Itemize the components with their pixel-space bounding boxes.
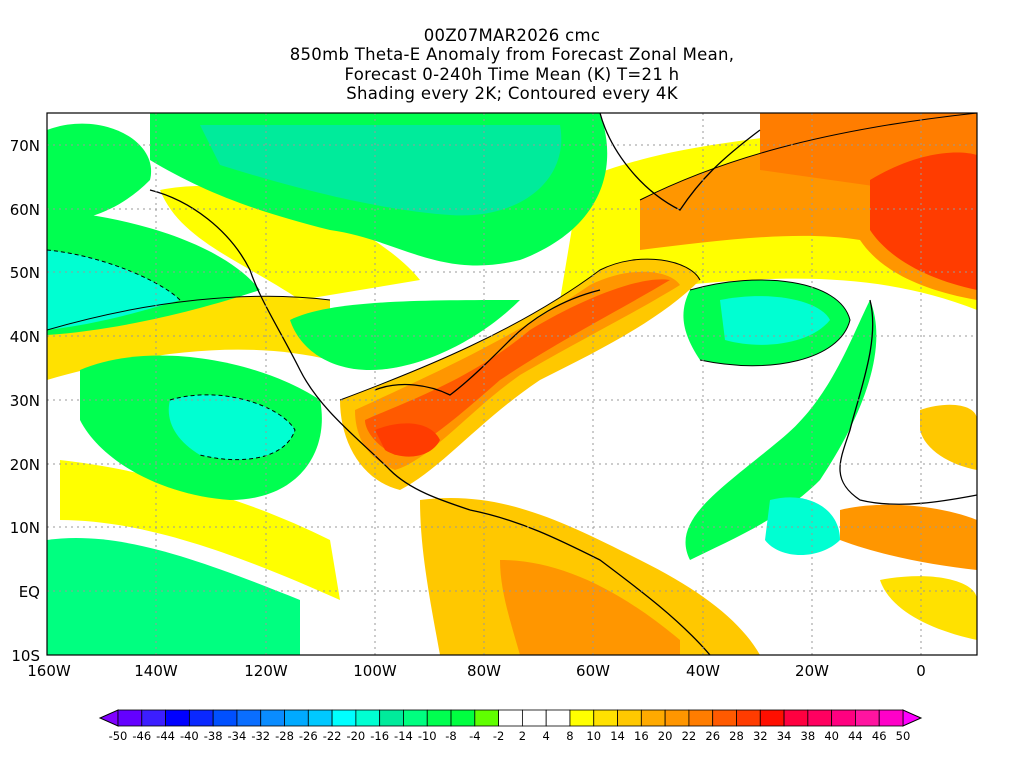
lat-label: 10N [10, 519, 40, 537]
colorbar-swatch [426, 709, 452, 727]
chart-title-date: 00Z07MAR2026 cmc [423, 26, 601, 45]
colorbar-high-arrow [902, 709, 923, 727]
colorbar-label: -26 [299, 729, 318, 743]
colorbar-label: -34 [228, 729, 247, 743]
colorbar-label: -2 [493, 729, 504, 743]
lon-label: 60W [576, 662, 610, 680]
colorbar-swatch [165, 709, 190, 727]
lon-label: 40W [686, 662, 720, 680]
colorbar-label: -14 [394, 729, 413, 743]
anomaly-shading [47, 113, 977, 655]
colorbar-label: 2 [519, 729, 526, 743]
colorbar-label: -8 [445, 729, 456, 743]
colorbar-swatch [664, 709, 690, 727]
coastlines [149, 113, 977, 655]
colorbar-swatch [831, 709, 856, 727]
colorbar-label: 34 [777, 729, 792, 743]
colorbar-label: -4 [469, 729, 480, 743]
colorbar-label: 20 [658, 729, 673, 743]
colorbar-swatch [379, 709, 404, 727]
colorbar-swatch [498, 709, 523, 727]
colorbar-swatch [260, 709, 285, 727]
colorbar-swatch [688, 709, 714, 727]
colorbar-label: 16 [634, 729, 649, 743]
colorbar-label: 14 [610, 729, 625, 743]
colorbar-swatch [284, 709, 309, 727]
chart-title-forecast: Forecast 0-240h Time Mean (K) T=21 h [344, 65, 680, 84]
colorbar-label: 10 [586, 729, 601, 743]
colorbar-label: -22 [323, 729, 342, 743]
colorbar-swatch [617, 709, 642, 727]
lat-label: 10S [11, 647, 40, 665]
colorbar-swatch [736, 709, 761, 727]
colorbar-swatch [212, 709, 238, 727]
colorbar-label: -40 [180, 729, 199, 743]
lat-label: 40N [10, 328, 40, 346]
lat-label: 50N [10, 264, 40, 282]
colorbar: -50 -46 -44 -40 -38 -34 -32 -28 -26 -22 -20 -16 -14-… [98, 709, 923, 743]
lon-label: 140W [134, 662, 178, 680]
colorbar-label: 38 [801, 729, 816, 743]
colorbar-label: -28 [275, 729, 294, 743]
colorbar-label: 32 [753, 729, 768, 743]
colorbar-swatch [545, 709, 571, 727]
colorbar-label: 22 [682, 729, 697, 743]
colorbar-swatch [236, 709, 262, 727]
colorbar-swatch [783, 709, 809, 727]
colorbar-label: 28 [729, 729, 744, 743]
colorbar-label: -16 [370, 729, 389, 743]
colorbar-label: 44 [848, 729, 863, 743]
colorbar-swatch [569, 709, 595, 727]
lat-label: 30N [10, 392, 40, 410]
colorbar-low-arrow [98, 709, 119, 727]
colorbar-swatch [759, 709, 785, 727]
colorbar-label: 40 [824, 729, 839, 743]
colorbar-label: 4 [543, 729, 550, 743]
lat-label: 60N [10, 201, 40, 219]
chart-title-shading: Shading every 2K; Contoured every 4K [346, 84, 678, 103]
colorbar-label: -44 [156, 729, 175, 743]
colorbar-swatch [855, 709, 880, 727]
colorbar-label: 50 [896, 729, 911, 743]
lon-label: 20W [795, 662, 829, 680]
chart-title-variable: 850mb Theta-E Anomaly from Forecast Zona… [289, 45, 735, 64]
colorbar-swatch [712, 709, 737, 727]
colorbar-label: 46 [872, 729, 887, 743]
colorbar-label: -50 [109, 729, 128, 743]
map-frame [46, 112, 978, 656]
colorbar-swatch [807, 709, 833, 727]
colorbar-label: 8 [566, 729, 573, 743]
lon-label: 160W [27, 662, 71, 680]
lon-label: 120W [244, 662, 288, 680]
colorbar-swatch [188, 709, 214, 727]
lat-label: 20N [10, 456, 40, 474]
colorbar-swatch [141, 709, 166, 727]
lon-label: 100W [353, 662, 397, 680]
lat-label: 70N [10, 137, 40, 155]
colorbar-swatch [450, 709, 476, 727]
lon-label: 80W [467, 662, 501, 680]
colorbar-swatch [474, 709, 500, 727]
colorbar-label: -38 [204, 729, 223, 743]
colorbar-label: -10 [418, 729, 437, 743]
colorbar-swatch [521, 709, 547, 727]
colorbar-label: -20 [346, 729, 365, 743]
colorbar-swatch [331, 709, 357, 727]
colorbar-swatch [307, 709, 333, 727]
colorbar-label: 26 [705, 729, 720, 743]
lat-label: EQ [19, 583, 40, 601]
colorbar-swatch [878, 709, 904, 727]
colorbar-swatch [355, 709, 381, 727]
colorbar-swatch [403, 709, 428, 727]
colorbar-swatch [117, 709, 143, 727]
colorbar-label: -32 [251, 729, 270, 743]
colorbar-swatch [640, 709, 666, 727]
colorbar-label: -46 [132, 729, 151, 743]
colorbar-swatch [593, 709, 618, 727]
lon-label: 0 [916, 662, 926, 680]
